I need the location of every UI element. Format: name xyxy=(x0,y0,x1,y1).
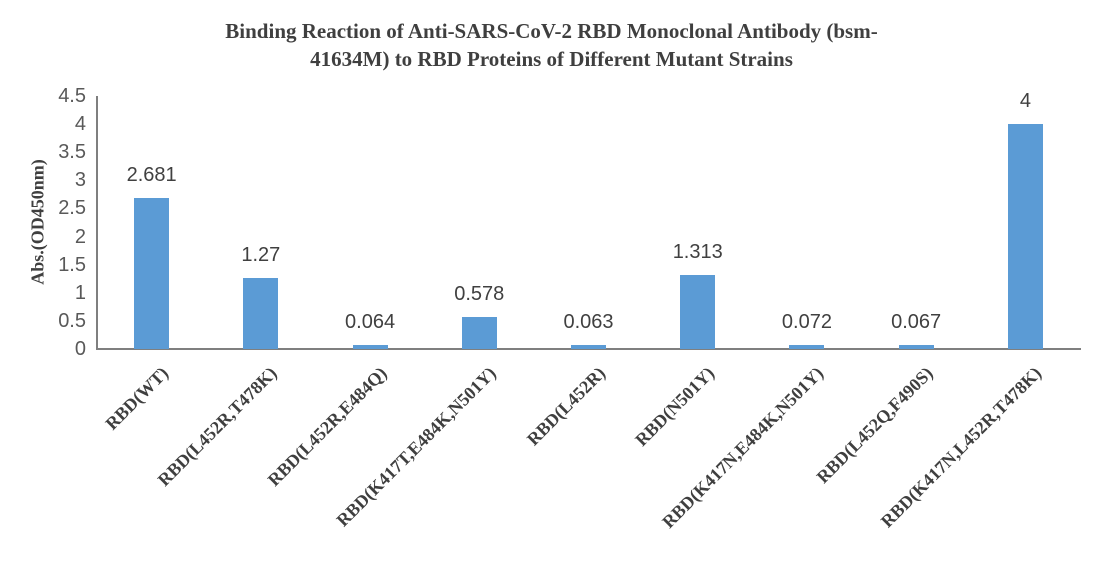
bar-data-label: 1.313 xyxy=(672,241,723,264)
y-axis-tick-label: 1.5 xyxy=(58,253,86,276)
x-axis-category-label: RBD(WT) xyxy=(101,363,172,434)
bar xyxy=(1007,124,1043,349)
y-axis-tick-label: 3 xyxy=(74,169,86,192)
y-axis-tick-label: 3.5 xyxy=(58,141,86,164)
bar xyxy=(352,345,388,349)
y-axis-tick-label: 2.5 xyxy=(58,197,86,220)
x-axis-category-label: RBD(L452R,E484Q) xyxy=(263,363,391,490)
y-axis-tick-label: 0 xyxy=(74,338,86,360)
bar xyxy=(680,275,716,349)
bar xyxy=(243,277,279,349)
bar-data-label: 0.072 xyxy=(781,310,832,333)
x-axis-category-label: RBD(L452Q,F490S) xyxy=(812,363,937,488)
bar xyxy=(789,344,825,349)
chart-title-line-2: 41634M) to RBD Proteins of Different Mut… xyxy=(310,47,793,71)
y-axis-tick-label: 1 xyxy=(74,281,86,304)
bar-data-label: 0.064 xyxy=(345,311,396,334)
y-axis-tick-label: 4.5 xyxy=(58,85,86,107)
bar-data-label: 2.681 xyxy=(126,164,177,187)
y-axis-tick-label: 4 xyxy=(74,113,86,136)
x-axis-line xyxy=(96,348,1081,350)
y-axis-line xyxy=(96,96,98,350)
chart-title-line-1: Binding Reaction of Anti-SARS-CoV-2 RBD … xyxy=(225,19,878,43)
x-axis-category-label: RBD(L452R) xyxy=(522,363,609,450)
bar-data-label: 4 xyxy=(1019,90,1031,113)
chart-title: Binding Reaction of Anti-SARS-CoV-2 RBD … xyxy=(0,17,1103,73)
bar xyxy=(898,345,934,349)
x-axis-category-label: RBD(L452R,T478K) xyxy=(154,363,281,490)
bar-data-label: 0.063 xyxy=(563,311,614,334)
bar-data-label: 0.067 xyxy=(891,311,942,334)
bar xyxy=(134,198,170,349)
y-axis-tick-label: 0.5 xyxy=(58,309,86,332)
bar xyxy=(571,345,606,349)
bar-data-label: 1.27 xyxy=(241,243,281,266)
y-axis-tick-label: 2 xyxy=(74,225,86,248)
x-axis-category-label: RBD(N501Y) xyxy=(630,363,718,450)
bar-data-label: 0.578 xyxy=(454,282,505,305)
bar xyxy=(461,316,497,349)
